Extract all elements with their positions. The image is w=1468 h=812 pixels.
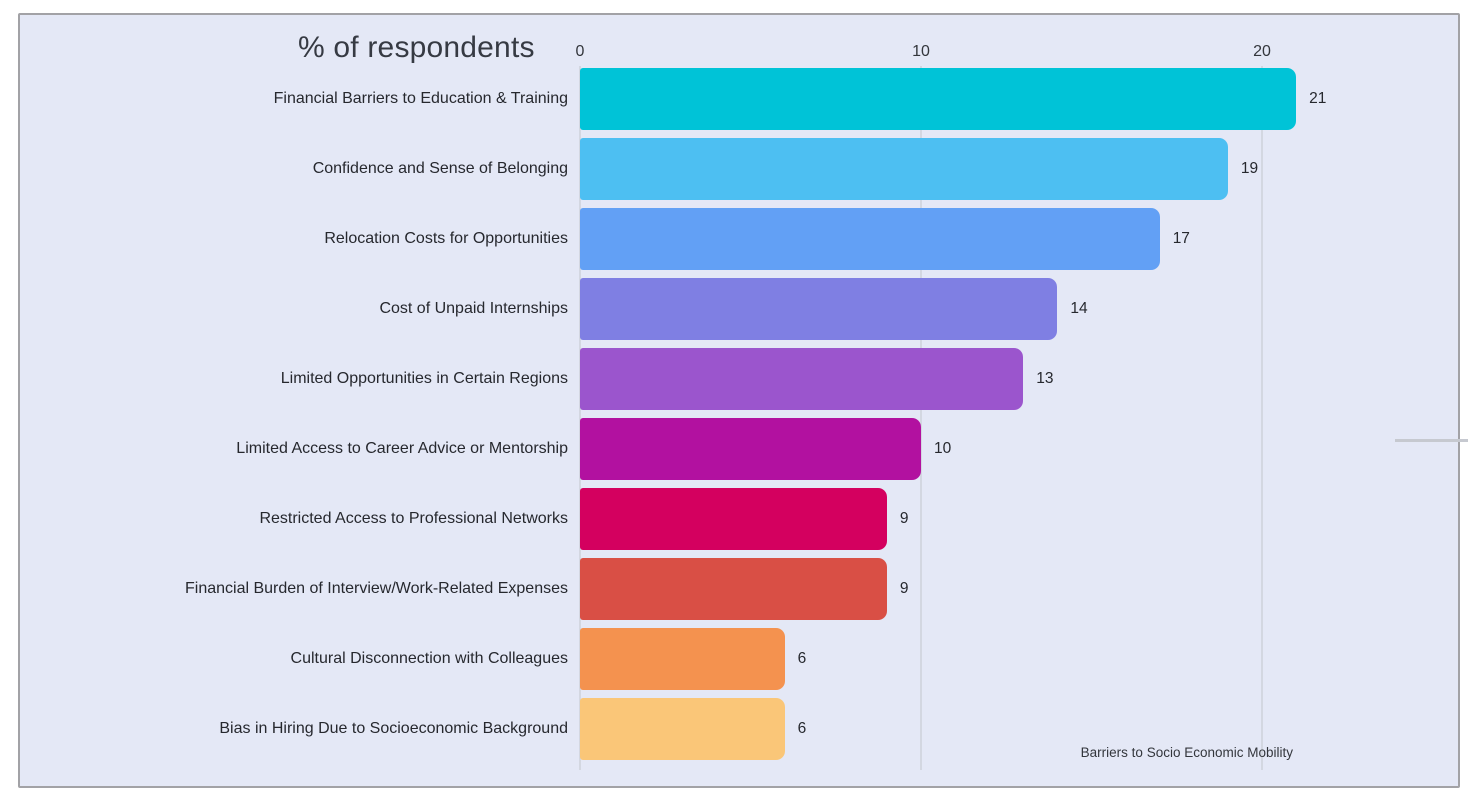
category-label: Limited Access to Career Advice or Mento… [236,440,568,457]
bar [580,138,1228,200]
axis-tick-label: 10 [912,43,930,60]
axis-tick-label: 0 [575,43,585,60]
value-label: 17 [1172,230,1190,247]
bar [580,488,887,550]
chart-slide: % of respondents 0 10 20 Financial Barriers… [18,13,1460,788]
category-label: Financial Barriers to Education & Traini… [273,90,568,107]
bar [580,418,921,480]
gridline [920,66,922,770]
category-label: Relocation Costs for Opportunities [324,230,568,247]
category-label: Cultural Disconnection with Colleagues [290,650,568,667]
bar [580,348,1024,410]
value-label: 13 [1036,370,1054,387]
value-label: 9 [899,510,909,527]
bar [580,278,1058,340]
chart-footer-label: Barriers to Socio Economic Mobility [1080,745,1293,760]
category-label: Bias in Hiring Due to Socioeconomic Back… [219,720,568,737]
value-label: 10 [934,440,952,457]
value-label: 21 [1309,90,1327,107]
bar [580,68,1297,130]
value-label: 6 [797,720,807,737]
category-label: Cost of Unpaid Internships [379,300,568,317]
bar [580,628,785,690]
chart-title: % of respondents [298,31,535,64]
category-label: Restricted Access to Professional Networ… [259,510,568,527]
value-label: 9 [899,580,909,597]
bar [580,558,887,620]
bar [580,698,785,760]
value-label: 19 [1240,160,1259,177]
category-label: Limited Opportunities in Certain Regions [280,370,568,387]
category-label: Confidence and Sense of Belonging [312,160,568,177]
bar [580,208,1160,270]
axis-tick-label: 20 [1253,43,1271,60]
value-label: 6 [797,650,807,667]
horizontal-rule-fragment [1395,439,1468,442]
value-label: 14 [1070,300,1088,317]
gridline [1261,66,1263,770]
category-label: Financial Burden of Interview/Work-Relat… [185,580,568,597]
